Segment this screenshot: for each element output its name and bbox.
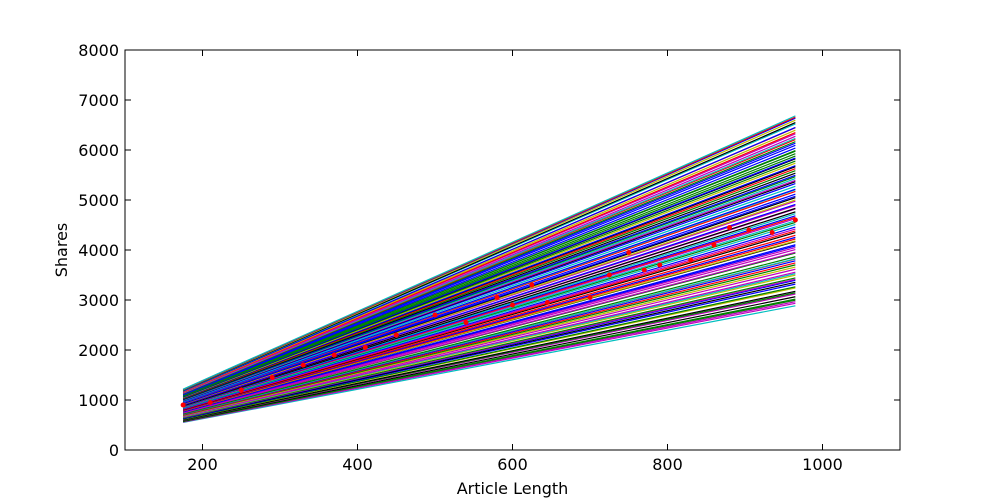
data-point bbox=[544, 300, 550, 305]
regression-line bbox=[182, 281, 796, 419]
y-tick-label: 7000 bbox=[78, 91, 119, 110]
data-point bbox=[792, 217, 798, 223]
regression-line bbox=[182, 165, 796, 399]
regression-line bbox=[182, 277, 796, 419]
regression-line bbox=[182, 211, 796, 407]
y-tick-label: 1000 bbox=[78, 391, 119, 410]
x-tick-label: 800 bbox=[652, 455, 683, 474]
regression-line bbox=[182, 234, 796, 411]
data-point bbox=[238, 387, 244, 393]
data-point bbox=[510, 302, 515, 308]
axis-ticks: 200 400 600 800 1000 0 1000 2000 3000 4000 5000 600… bbox=[78, 41, 900, 474]
regression-line bbox=[183, 290, 796, 421]
x-tick-label: 200 bbox=[187, 455, 218, 474]
regression-line bbox=[182, 244, 796, 413]
regression-line bbox=[182, 172, 796, 400]
data-point bbox=[432, 312, 438, 318]
data-point bbox=[331, 352, 337, 358]
x-tick-label: 1000 bbox=[802, 455, 843, 474]
regression-line bbox=[182, 160, 796, 398]
regression-line bbox=[182, 236, 796, 412]
regression-line bbox=[183, 305, 796, 424]
data-point bbox=[529, 282, 535, 288]
data-point bbox=[769, 230, 775, 235]
y-axis-label: Shares bbox=[52, 223, 71, 278]
regression-line bbox=[182, 155, 796, 397]
data-points bbox=[180, 217, 798, 408]
regression-line bbox=[182, 150, 796, 396]
regression-line bbox=[183, 296, 796, 422]
regression-line bbox=[182, 249, 796, 414]
regression-line bbox=[182, 256, 796, 415]
regression-lines bbox=[182, 115, 796, 424]
regression-line bbox=[182, 162, 796, 399]
regression-line bbox=[182, 153, 796, 397]
regression-line bbox=[182, 228, 796, 410]
regression-line bbox=[182, 251, 796, 414]
regression-line bbox=[182, 115, 796, 390]
data-point bbox=[626, 250, 632, 255]
data-point bbox=[727, 225, 732, 230]
regression-line bbox=[182, 147, 796, 396]
regression-line bbox=[182, 199, 796, 405]
data-point bbox=[362, 345, 368, 350]
regression-line bbox=[182, 188, 796, 403]
data-point bbox=[180, 402, 186, 408]
regression-line bbox=[182, 135, 796, 394]
y-tick-label: 8000 bbox=[78, 41, 119, 60]
regression-line bbox=[183, 298, 796, 422]
regression-line bbox=[182, 157, 796, 398]
data-point bbox=[657, 262, 663, 268]
y-tick-label: 0 bbox=[109, 441, 119, 460]
x-tick-label: 600 bbox=[497, 455, 528, 474]
regression-line bbox=[182, 286, 796, 420]
data-point bbox=[463, 320, 469, 325]
regression-line bbox=[182, 131, 796, 393]
data-point bbox=[269, 375, 275, 380]
regression-line bbox=[182, 266, 796, 417]
data-point bbox=[746, 227, 752, 233]
y-tick-label: 4000 bbox=[78, 241, 119, 260]
regression-line bbox=[182, 215, 796, 408]
regression-line bbox=[182, 126, 796, 392]
regression-line bbox=[182, 195, 796, 404]
regression-line bbox=[182, 193, 796, 404]
regression-line bbox=[182, 226, 796, 410]
data-point bbox=[711, 242, 717, 248]
data-point bbox=[606, 272, 612, 278]
regression-line bbox=[182, 271, 796, 418]
data-point bbox=[393, 332, 399, 338]
y-tick-label: 2000 bbox=[78, 341, 119, 360]
data-point bbox=[207, 400, 213, 405]
y-tick-label: 6000 bbox=[78, 141, 119, 160]
data-point bbox=[587, 295, 593, 300]
regression-line bbox=[182, 262, 796, 416]
x-axis-label: Article Length bbox=[457, 479, 569, 498]
regression-line bbox=[182, 185, 796, 403]
regression-line bbox=[182, 207, 796, 406]
regression-line bbox=[182, 203, 796, 406]
y-tick-label: 5000 bbox=[78, 191, 119, 210]
data-point bbox=[688, 257, 694, 263]
regression-line bbox=[182, 170, 796, 400]
regression-line bbox=[182, 129, 796, 393]
data-point bbox=[494, 295, 500, 300]
data-point bbox=[300, 362, 306, 368]
regression-line bbox=[182, 220, 796, 409]
regression-line bbox=[182, 223, 796, 409]
regression-line bbox=[182, 268, 796, 417]
x-tick-label: 400 bbox=[342, 455, 373, 474]
regression-line bbox=[182, 174, 796, 401]
regression-line bbox=[182, 122, 796, 391]
y-tick-label: 3000 bbox=[78, 291, 119, 310]
data-point bbox=[641, 267, 647, 273]
